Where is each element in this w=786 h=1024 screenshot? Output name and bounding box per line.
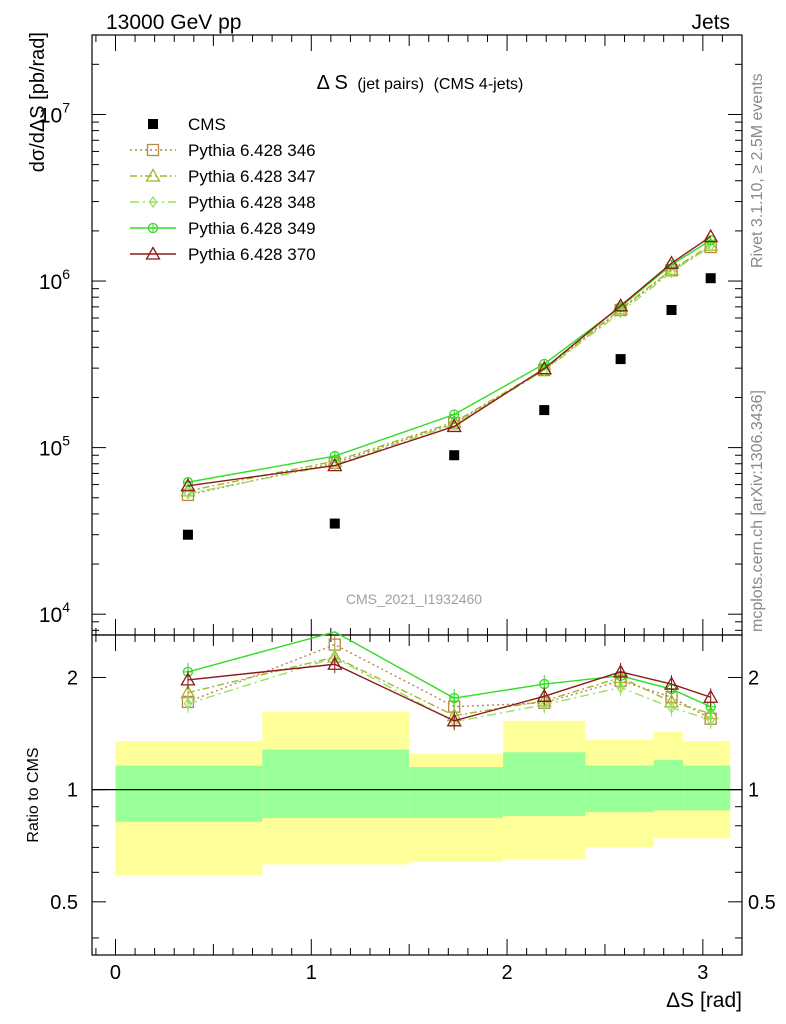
ratio-y-axis-label: Ratio to CMS — [25, 747, 42, 842]
main-y-tick-label-0: 104 — [39, 599, 70, 627]
main-y-tick-label-3: 107 — [39, 99, 70, 127]
rivet-version-note: Rivet 3.1.10, ≥ 2.5M events — [749, 73, 766, 268]
axis-tick-labels: 104 105 106 107 0.5 0.5 1 1 2 2 0 1 2 3 — [39, 99, 776, 984]
inner-band-6 — [683, 765, 731, 811]
ratio-series-4-point-2 — [446, 712, 462, 727]
legend-label-4: Pythia 6.428 370 — [188, 245, 316, 264]
ratio-series-4-point-0 — [180, 672, 196, 686]
ratio-series-4-point-3 — [536, 688, 552, 702]
inner-band-0 — [115, 765, 263, 822]
ratio-series-group — [180, 631, 719, 731]
legend-marker-1 — [145, 168, 161, 182]
plot-title-main: Δ S — [317, 72, 348, 94]
legend-label-cms: CMS — [188, 115, 226, 134]
main-series-4-point-4 — [613, 298, 629, 312]
ratio-series-4-point-4 — [613, 664, 629, 678]
inner-band-3 — [503, 752, 586, 816]
ratio-series-2-point-5 — [667, 701, 676, 714]
x-tick-label-3: 3 — [697, 962, 708, 984]
x-tick-label-2: 2 — [501, 962, 512, 984]
main-series-4-point-2 — [446, 418, 462, 433]
ratio-uncertainty-bands — [92, 711, 742, 876]
main-series-1-point-2 — [446, 414, 462, 428]
ratio-series-line-3 — [187, 631, 711, 708]
main-series-4-point-0 — [180, 477, 196, 492]
legend-label-1: Pythia 6.428 347 — [188, 167, 316, 186]
inner-band-5 — [653, 760, 684, 811]
inner-band-2 — [409, 767, 504, 818]
ratio-y-tick-label-2: 2 — [67, 667, 78, 689]
inner-band-4 — [585, 765, 654, 813]
header-observable: Jets — [691, 11, 730, 34]
main-series-line-3 — [187, 239, 712, 483]
main-y-tick-label-2: 106 — [39, 266, 70, 294]
main-series-4-point-3 — [536, 360, 552, 375]
legend-marker-2 — [148, 195, 158, 209]
cms-data-point-6 — [705, 273, 716, 284]
ratio-series-4-point-1 — [327, 656, 343, 670]
ratio-y-tick-label-right-0: 0.5 — [748, 892, 776, 914]
cms-data-point-2 — [449, 450, 460, 461]
main-series-2-point-3 — [539, 364, 549, 377]
inner-band-1 — [262, 749, 410, 818]
main-series-line-4 — [187, 235, 712, 487]
main-series-group — [180, 228, 719, 540]
ratio-series-2-point-6 — [706, 713, 715, 726]
legend-label-0: Pythia 6.428 346 — [188, 141, 316, 160]
ratio-series-2-point-4 — [616, 681, 625, 694]
main-y-axis-label: dσ/dΔS [pb/rad] — [27, 32, 49, 172]
analysis-watermark: CMS_2021_I1932460 — [346, 591, 482, 607]
x-tick-label-1: 1 — [306, 962, 317, 984]
ratio-series-4-point-6 — [703, 689, 719, 703]
ratio-y-tick-label-right-1: 1 — [748, 780, 759, 802]
plot-title-small: (jet pairs) — [357, 76, 424, 93]
legend-label-3: Pythia 6.428 349 — [188, 219, 316, 238]
main-y-tick-label-1: 105 — [39, 433, 70, 461]
cms-data-point-5 — [666, 305, 677, 316]
ratio-plot-frame — [91, 634, 743, 956]
ratio-frame — [91, 634, 743, 956]
main-series-4-point-5 — [663, 255, 680, 269]
legend-marker-0 — [146, 143, 160, 157]
ratio-y-tick-label-right-2: 2 — [748, 667, 759, 689]
x-tick-label-0: 0 — [110, 962, 121, 984]
ratio-series-2-point-3 — [539, 698, 549, 711]
main-series-1-point-5 — [663, 261, 680, 276]
mcplots-reference-note: mcplots.cern.ch [arXiv:1306.3436] — [749, 390, 766, 632]
legend-label-2: Pythia 6.428 348 — [188, 193, 316, 212]
main-series-4-point-6 — [703, 228, 719, 243]
plot-title-tail: (CMS 4-jets) — [434, 76, 524, 93]
ratio-series-4-point-5 — [663, 676, 680, 690]
main-series-2-point-0 — [183, 487, 193, 500]
legend-marker-4 — [145, 246, 161, 260]
cms-data-point-1 — [329, 518, 340, 529]
cms-data-point-4 — [615, 354, 626, 365]
ratio-y-tick-label-1: 1 — [67, 780, 78, 802]
plot-title: Δ S (jet pairs) (CMS 4-jets) — [317, 72, 524, 94]
ratio-y-tick-label-0: 0.5 — [50, 892, 78, 914]
main-series-line-2 — [187, 245, 712, 495]
cms-data-point-3 — [539, 405, 550, 416]
main-series-4-point-1 — [327, 457, 343, 472]
legend-marker-cms — [148, 119, 158, 129]
main-series-2-point-5 — [667, 266, 676, 279]
x-axis-label: ΔS [rad] — [666, 989, 742, 1012]
ratio-series-2-point-0 — [183, 697, 193, 710]
cms-data-point-0 — [182, 529, 193, 540]
main-series-1-point-0 — [180, 483, 196, 497]
header-process: 13000 GeV pp — [106, 11, 241, 34]
legend: CMS Pythia 6.428 346 Pythia 6.428 347 Pythi… — [130, 115, 316, 264]
main-series-2-point-2 — [449, 418, 459, 431]
